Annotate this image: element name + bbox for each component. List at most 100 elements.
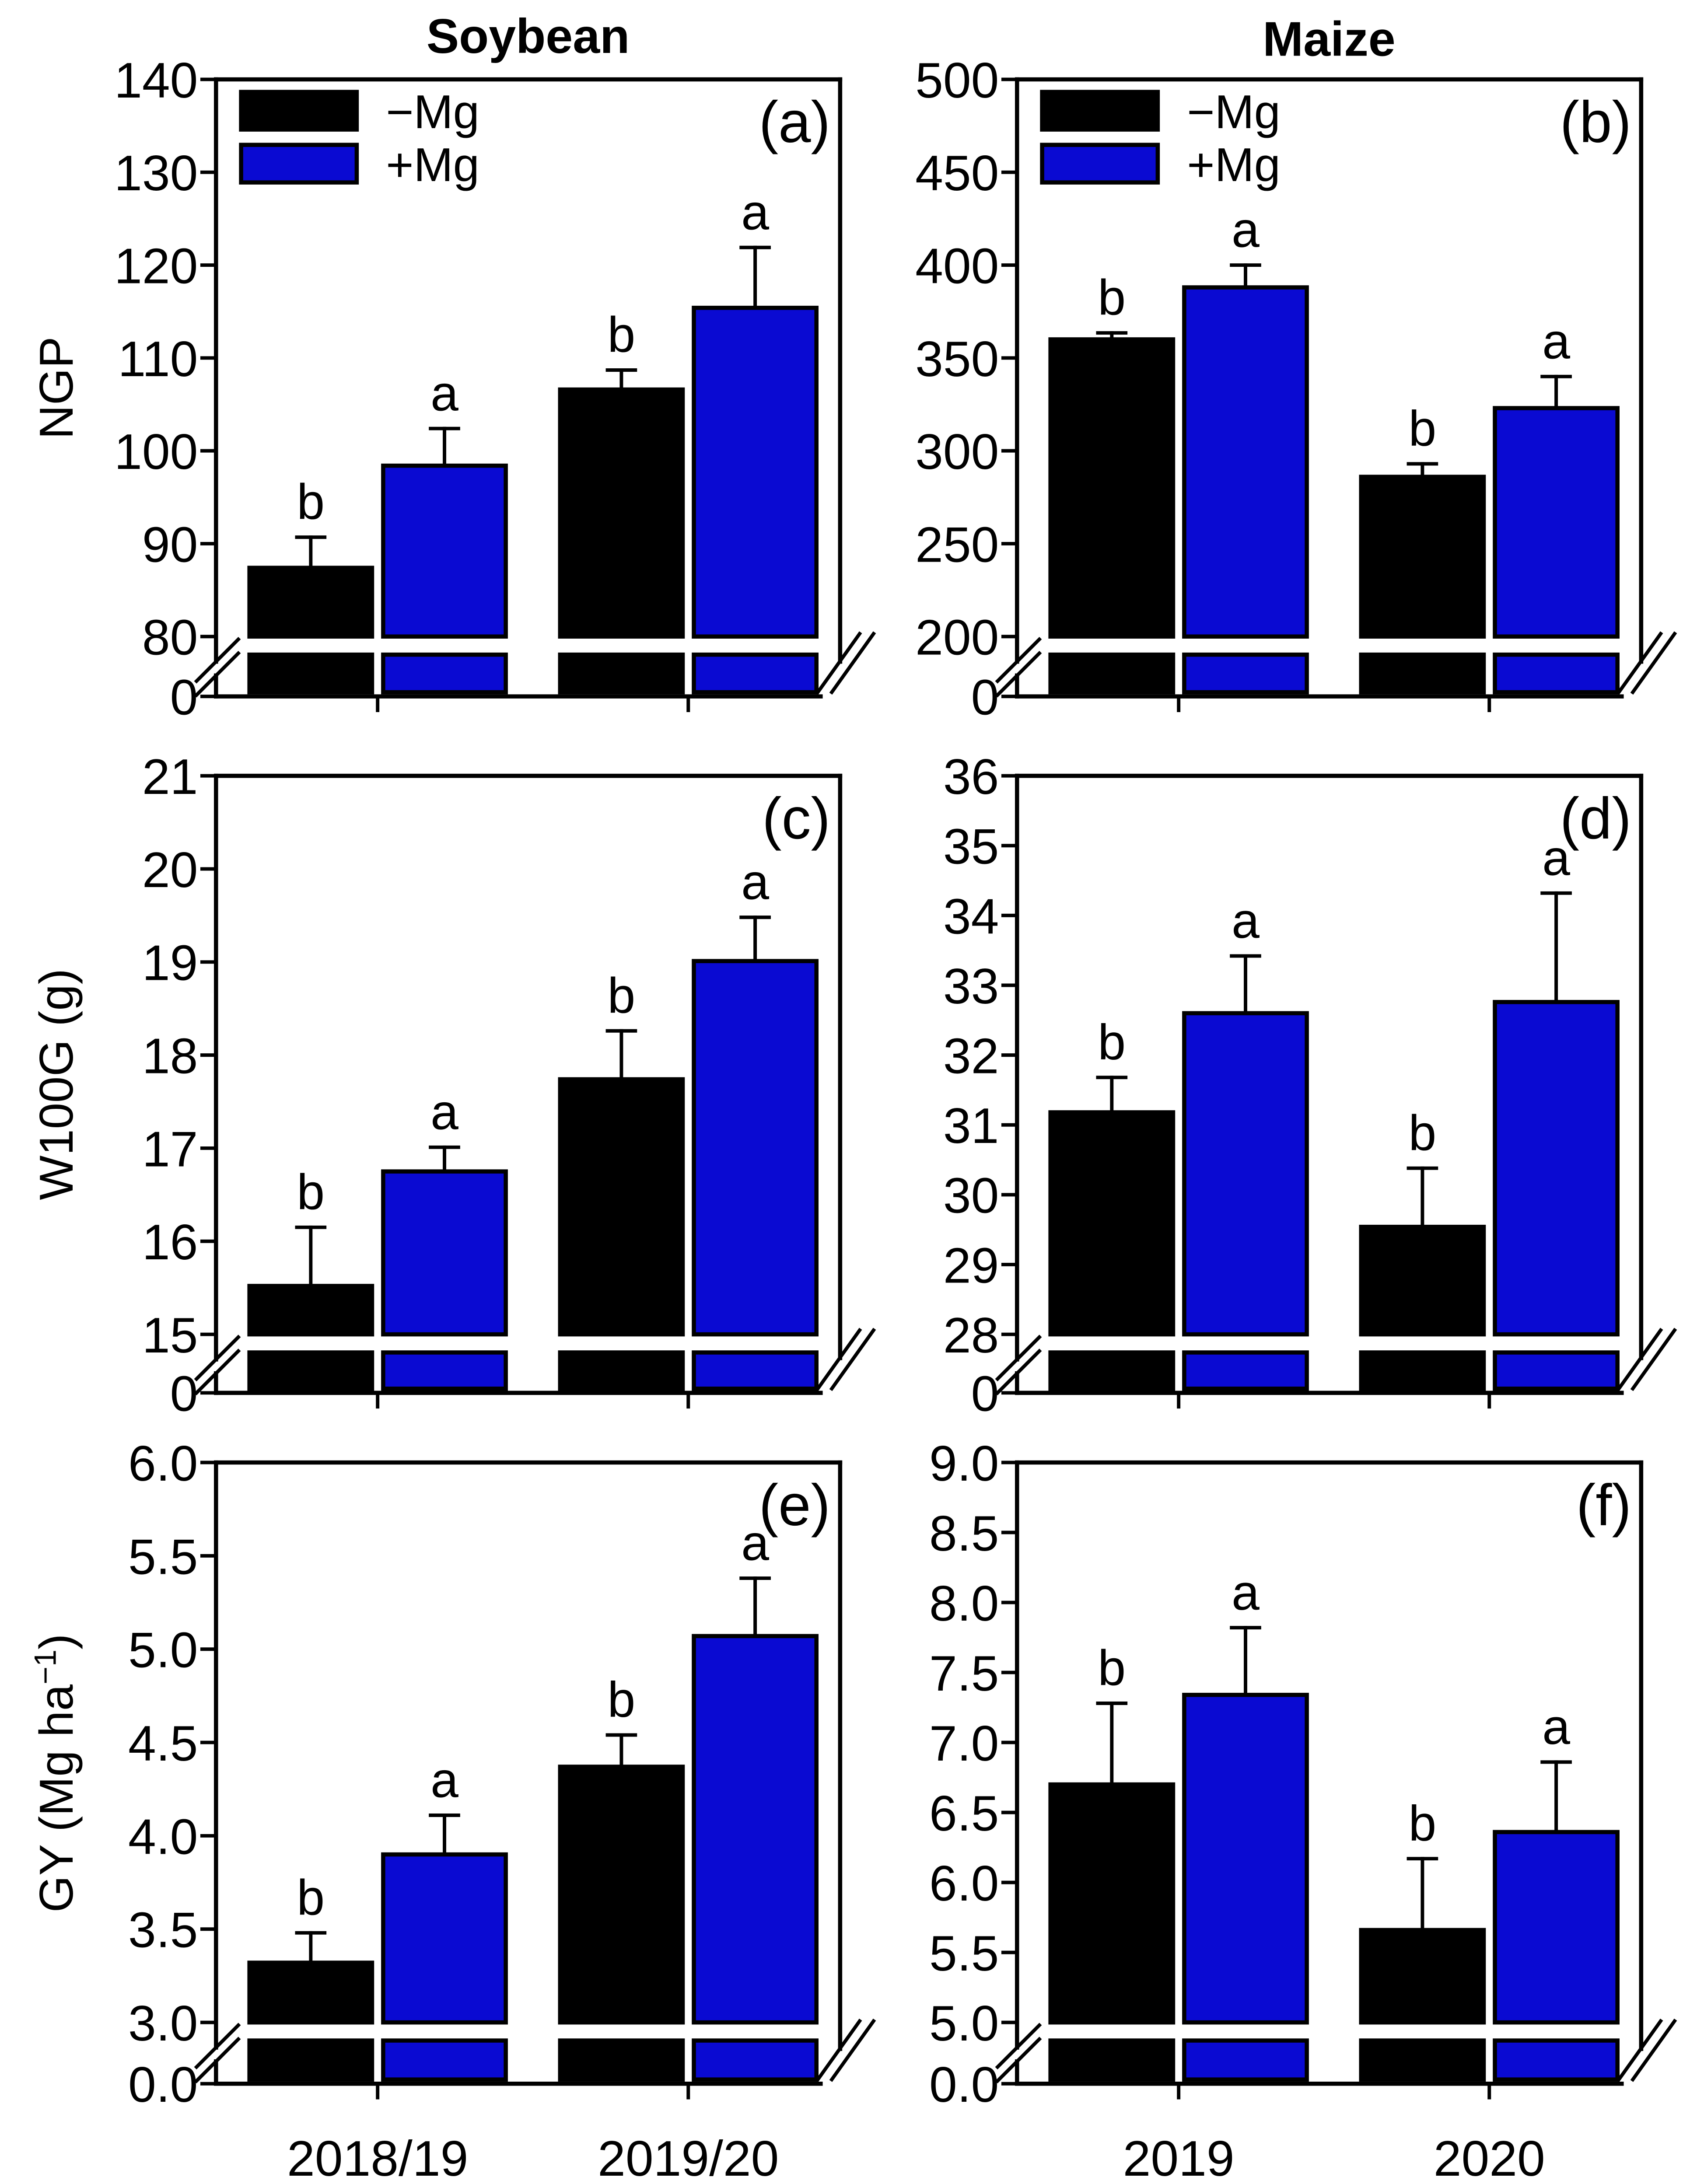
bar-break-segment-a-plus-mg-2018-19 <box>381 652 508 695</box>
y-axis-label-text: W100G (g) <box>30 968 83 1200</box>
panel-label: (e) <box>759 1473 830 1538</box>
y-tick-label: 18 <box>142 1028 198 1084</box>
bar-break-segment-c-plus-mg-2018-19 <box>381 1350 508 1391</box>
y-tick-label: 6.0 <box>128 1436 198 1492</box>
y-tick-label: 80 <box>142 610 198 666</box>
panel-label: (f) <box>1576 1473 1631 1538</box>
y-tick-label: 36 <box>943 749 999 805</box>
y-tick-label: 7.0 <box>929 1716 999 1772</box>
bar-f-plus-mg-2020 <box>1493 1830 1620 2025</box>
y-tick-label: 29 <box>943 1237 999 1293</box>
bar-break-segment-f-minus-mg-2020 <box>1359 2038 1486 2082</box>
significance-letter-f-minus-mg-2020: b <box>1409 1796 1437 1852</box>
y-tick-label: 17 <box>142 1121 198 1177</box>
significance-letter-c-plus-mg-2019-20: a <box>741 854 769 910</box>
y-tick-label: 400 <box>915 238 999 294</box>
y-axis-label-suffix: ) <box>30 1634 83 1649</box>
axis-break-mark-left <box>995 1335 1042 1382</box>
column-title: Soybean <box>427 9 630 63</box>
bar-b-plus-mg-2020 <box>1493 406 1620 639</box>
axis-break-mark-left <box>194 1349 241 1395</box>
bar-a-plus-mg-2019-20 <box>692 305 819 639</box>
bar-c-minus-mg-2019-20 <box>558 1077 685 1337</box>
axis-break-mark-right <box>829 631 876 695</box>
y-tick-label: 5.5 <box>128 1529 198 1585</box>
axis-break-mark-right <box>1616 631 1663 695</box>
bar-break-segment-f-minus-mg-2019 <box>1048 2038 1176 2082</box>
y-tick-label: 6.0 <box>929 1856 999 1911</box>
legend-swatch-minus-mg <box>1040 90 1160 132</box>
axis-break-label: 0 <box>170 1366 198 1422</box>
bar-break-segment-c-plus-mg-2019-20 <box>692 1350 819 1391</box>
y-tick-label: 110 <box>118 331 198 387</box>
bar-break-segment-a-minus-mg-2019-20 <box>558 652 685 695</box>
bar-b-plus-mg-2019 <box>1182 285 1309 639</box>
axis-break-mark-right <box>815 2018 862 2082</box>
y-tick-label: 20 <box>142 842 198 898</box>
bar-e-minus-mg-2019-20 <box>558 1765 685 2025</box>
bar-a-minus-mg-2018-19 <box>247 566 374 639</box>
y-tick-label: 19 <box>142 935 198 991</box>
bar-d-plus-mg-2020 <box>1493 1000 1620 1337</box>
axis-break-mark-right <box>829 2018 876 2082</box>
y-axis-label: W100G (g) <box>30 968 83 1200</box>
legend: −Mg+Mg <box>1040 85 1281 191</box>
axis-break-mark-right <box>1630 631 1677 695</box>
bar-d-plus-mg-2019 <box>1182 1011 1309 1337</box>
significance-letter-a-plus-mg-2018-19: a <box>430 365 458 421</box>
y-tick-label: 130 <box>114 145 198 201</box>
legend-label-plus-mg: +Mg <box>386 138 479 191</box>
significance-letter-b-minus-mg-2020: b <box>1409 401 1437 457</box>
significance-letter-d-minus-mg-2019: b <box>1098 1014 1126 1070</box>
y-tick-label: 200 <box>915 610 999 666</box>
axis-break-mark-left <box>995 636 1042 684</box>
bar-break-segment-b-minus-mg-2020 <box>1359 652 1486 695</box>
y-tick-label: 6.5 <box>929 1786 999 1842</box>
x-tick-label: 2019 <box>1123 2131 1235 2184</box>
bar-break-segment-d-minus-mg-2019 <box>1048 1350 1176 1391</box>
bar-break-segment-f-plus-mg-2019 <box>1182 2038 1309 2082</box>
bar-d-minus-mg-2020 <box>1359 1224 1486 1337</box>
significance-letter-d-plus-mg-2020: a <box>1542 830 1570 886</box>
axis-break-label: 0 <box>971 670 999 726</box>
significance-letter-f-minus-mg-2019: b <box>1098 1640 1126 1696</box>
significance-letter-d-plus-mg-2019: a <box>1232 893 1260 949</box>
y-tick-label: 3.5 <box>128 1902 198 1958</box>
legend-swatch-plus-mg <box>239 143 359 185</box>
bar-break-segment-d-plus-mg-2020 <box>1493 1350 1620 1391</box>
y-tick-label: 7.5 <box>929 1646 999 1702</box>
axis-break-label: 0.0 <box>929 2057 999 2113</box>
chart-column-soybean: Soybean 80 90 100 110 120 130 140 0 b b a a (a) −Mg+Mg… <box>28 9 876 2184</box>
y-tick-label: 16 <box>142 1214 198 1270</box>
y-tick-label: 21 <box>142 749 198 805</box>
panel-f: 5.0 5.5 6.0 6.5 7.0 7.5 8.0 8.5 9.0 0.0 b b a a (f) 201… <box>929 1436 1677 2184</box>
y-axis-label-text: GY (Mg ha <box>30 1684 83 1912</box>
legend: −Mg+Mg <box>239 85 479 191</box>
axis-break-mark-right <box>1630 1328 1677 1391</box>
significance-letter-f-plus-mg-2020: a <box>1542 1699 1570 1755</box>
y-tick-label: 30 <box>943 1168 999 1224</box>
panel-label: (a) <box>759 90 830 155</box>
y-tick-label: 4.5 <box>128 1716 198 1772</box>
y-tick-label: 35 <box>943 819 999 875</box>
bar-f-minus-mg-2020 <box>1359 1928 1486 2025</box>
y-tick-label: 9.0 <box>929 1436 999 1492</box>
bar-break-segment-e-plus-mg-2019-20 <box>692 2038 819 2082</box>
axis-break-label: 0.0 <box>128 2057 198 2113</box>
y-tick-label: 8.5 <box>929 1506 999 1562</box>
legend-label-plus-mg: +Mg <box>1187 138 1281 191</box>
axis-break-mark-left <box>194 2023 241 2070</box>
y-tick-label: 5.0 <box>929 1995 999 2051</box>
significance-letter-e-minus-mg-2018-19: b <box>297 1870 325 1925</box>
y-axis-label: GY (Mg ha−1) <box>28 1634 83 1912</box>
y-tick-label: 500 <box>915 52 999 108</box>
legend-swatch-minus-mg <box>239 90 359 132</box>
axis-break-mark-left <box>194 1335 241 1382</box>
axis-break-mark-right <box>829 1328 876 1391</box>
bar-e-plus-mg-2018-19 <box>381 1852 508 2025</box>
y-tick-label: 450 <box>915 145 999 201</box>
y-axis-label: NGP <box>30 337 83 440</box>
y-tick-label: 300 <box>915 424 999 480</box>
